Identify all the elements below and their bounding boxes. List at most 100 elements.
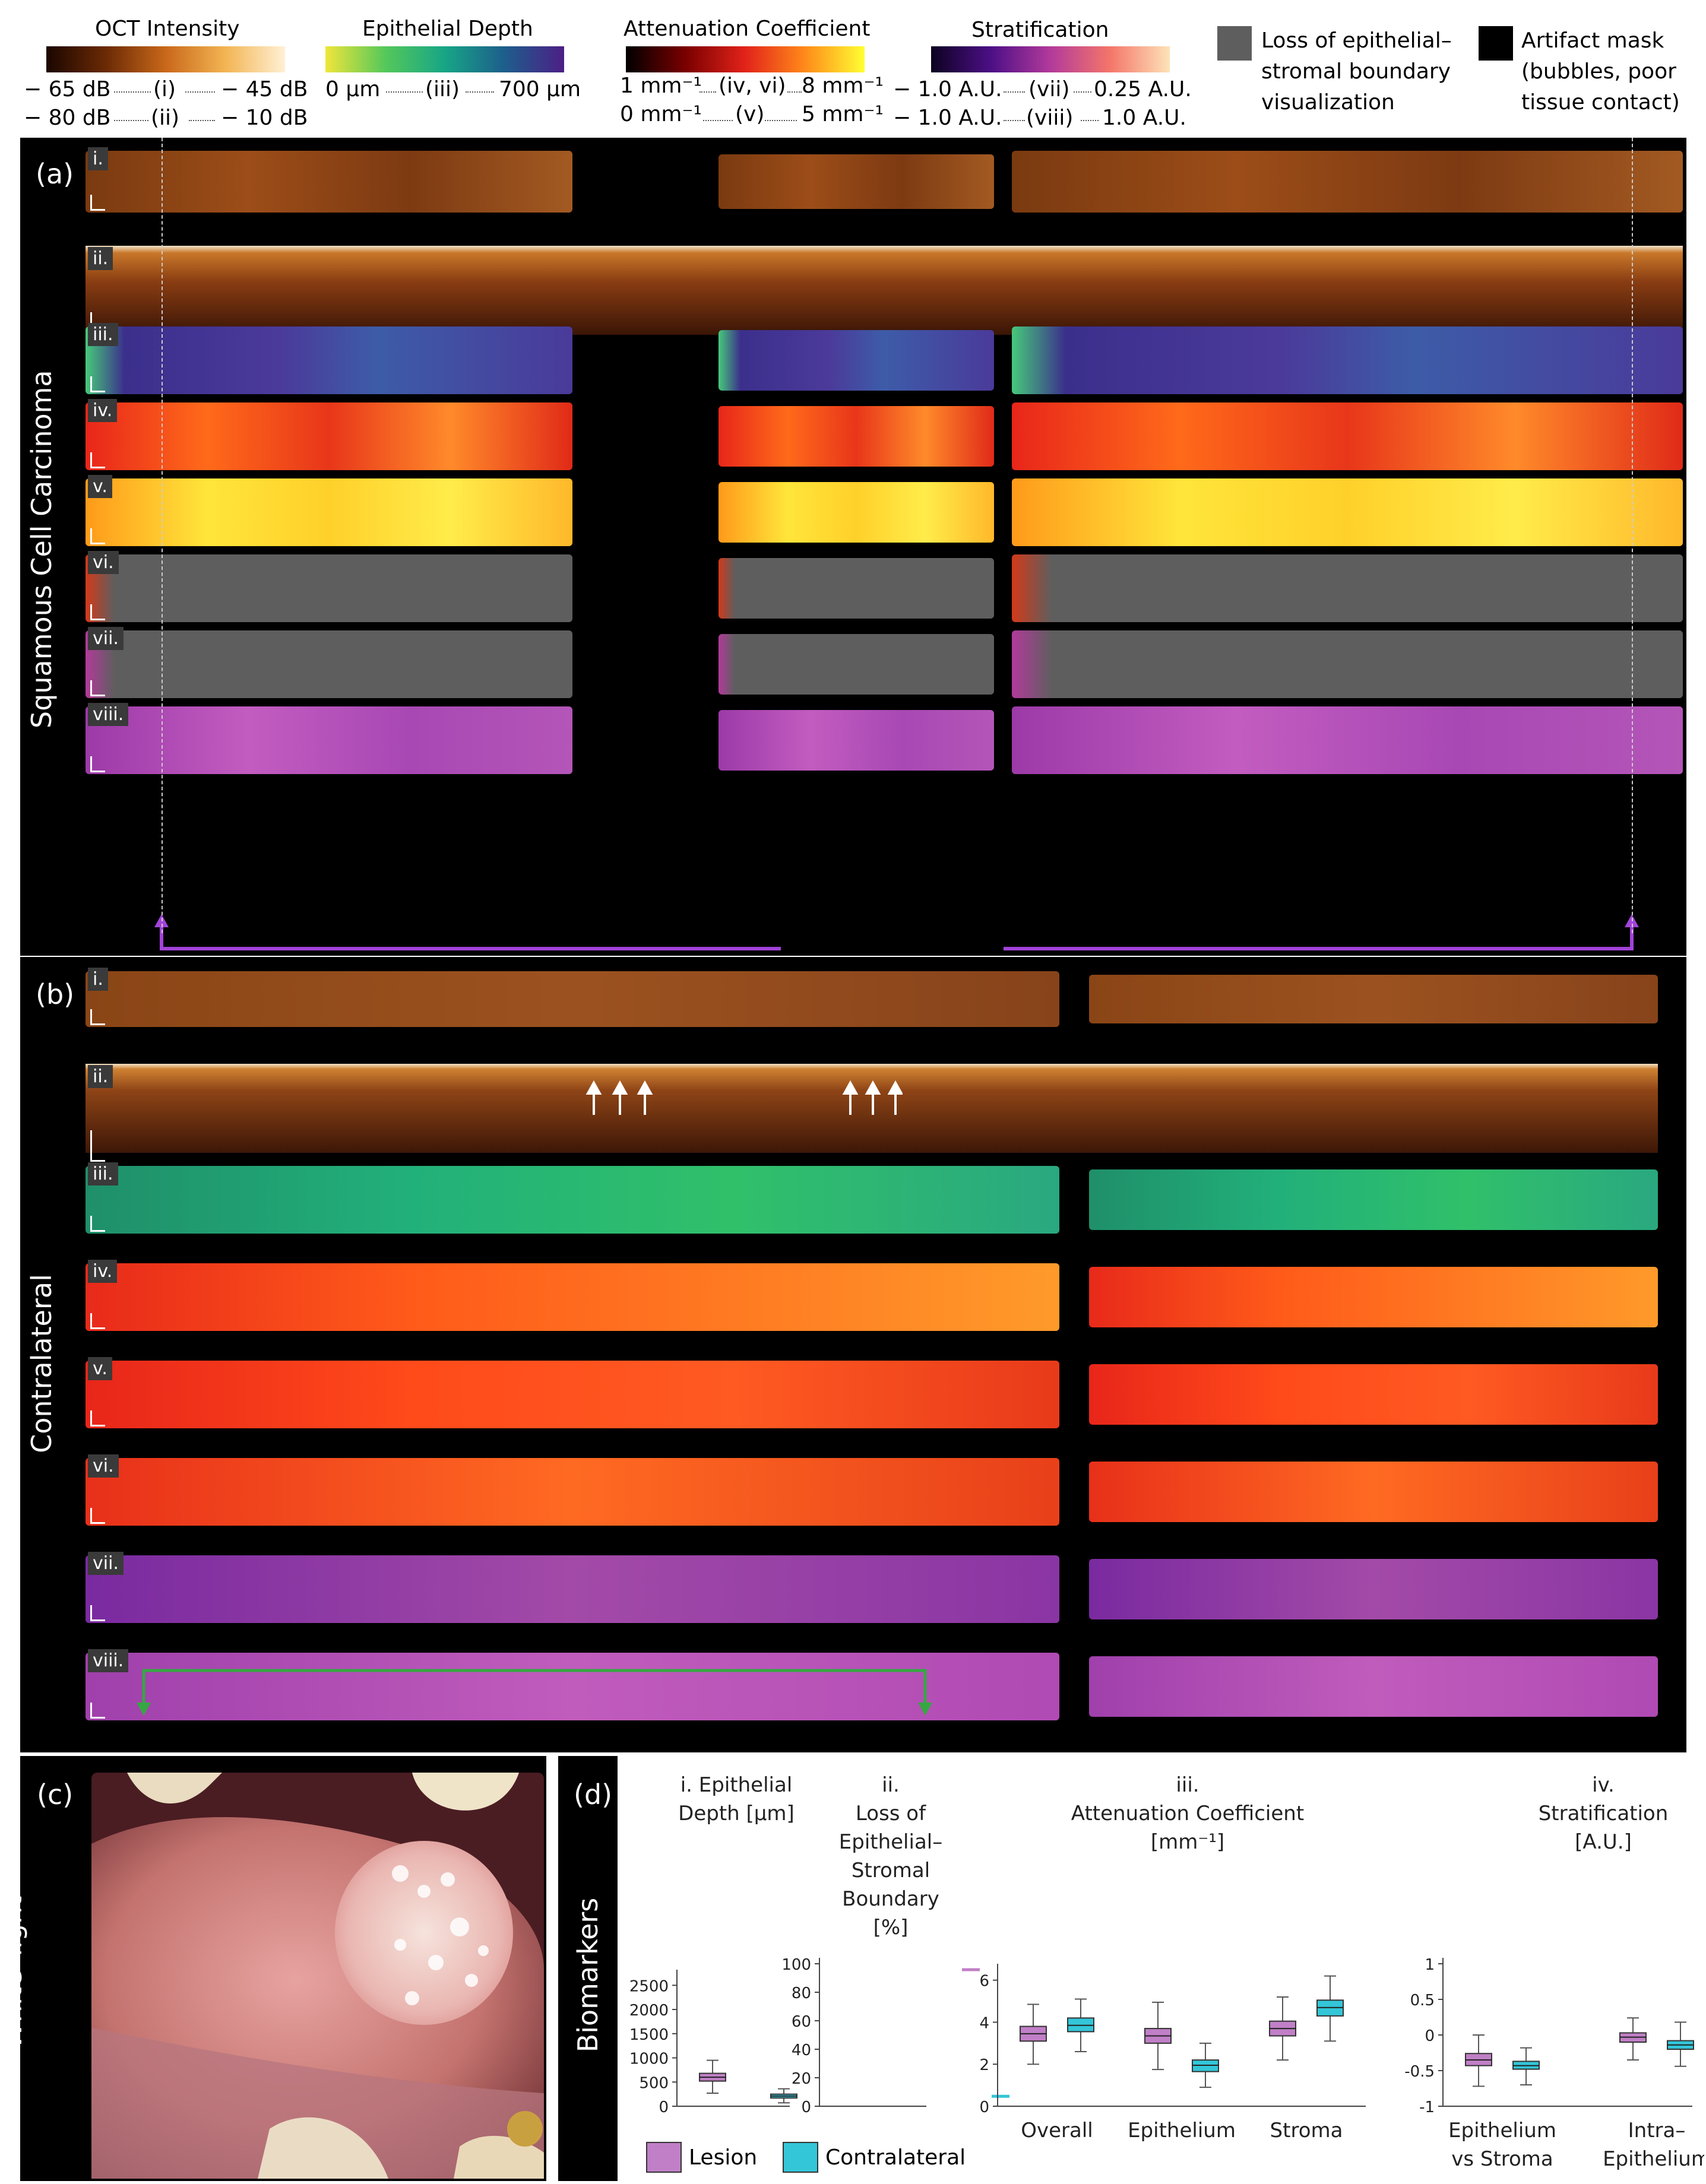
- tissue-segment: [86, 1555, 1059, 1623]
- strip-row-a-6: [86, 550, 1683, 627]
- tissue-segment: [719, 482, 994, 543]
- category-label: vs Stroma: [1451, 2147, 1553, 2171]
- scale-bar: [90, 1009, 105, 1025]
- category-label: Stroma: [1270, 2119, 1343, 2142]
- tissue-segment: [86, 151, 572, 213]
- panel-a-side-label: Squamous Cell Carcinoma: [26, 370, 58, 728]
- tissue-segment: [86, 554, 572, 622]
- att-colorbar: [626, 46, 865, 72]
- tissue-segment: [1012, 554, 1683, 622]
- att-r1-right: 8 mm⁻¹: [802, 74, 884, 98]
- strat-r1-mid: (vii): [1028, 77, 1070, 102]
- boundary-arrows: [585, 1080, 903, 1115]
- tissue-segment: [86, 478, 572, 546]
- row-label: iii.: [88, 1162, 118, 1185]
- loss-boundary-swatch: [1217, 26, 1252, 61]
- y-tick-label: 80: [792, 1985, 811, 2002]
- row-label: v.: [88, 475, 112, 498]
- tissue-segment: [1089, 1656, 1658, 1717]
- row-label: i.: [88, 147, 108, 170]
- att-r2-left: 0 mm⁻¹: [620, 102, 702, 126]
- chart-title-line: Stromal: [852, 1859, 930, 1882]
- chart-title-line: iii.: [1176, 1773, 1199, 1797]
- y-tick-label: 0: [659, 2099, 669, 2116]
- y-tick-label: 500: [639, 2074, 669, 2092]
- y-tick-label: 0.5: [1410, 1992, 1435, 2009]
- y-tick-label: 20: [792, 2070, 811, 2088]
- scale-bar: [90, 1605, 105, 1621]
- strip-row-b-7: [86, 1551, 1658, 1628]
- chart-title-line: Loss of: [856, 1802, 926, 1825]
- tissue-segment: [86, 630, 572, 698]
- chart-title-line: ii.: [882, 1773, 900, 1797]
- strip-row-a-7: [86, 626, 1683, 703]
- y-tick-label: 0: [979, 2099, 989, 2116]
- legend-contralateral-swatch: [783, 2142, 818, 2173]
- tissue-segment: [1089, 1169, 1658, 1230]
- strip-row-b-8: [86, 1648, 1658, 1725]
- legend-lesion-label: Lesion: [689, 2145, 758, 2170]
- scale-bar: [90, 604, 105, 620]
- scale-bar: [90, 680, 105, 696]
- strip-row-a-1: [86, 146, 1683, 217]
- strat-r1-left: − 1.0 A.U.: [893, 77, 1002, 102]
- chart-title-line: iv.: [1592, 1773, 1615, 1797]
- scale-bar: [90, 1130, 105, 1162]
- lesion-label: lesion: [867, 930, 930, 954]
- tissue-segment: [86, 971, 1059, 1027]
- artifact-mask-swatch: [1479, 26, 1513, 61]
- tissue-segment: [1012, 327, 1683, 394]
- panel-b-side-label: Contralateral: [26, 1274, 58, 1453]
- chart-title-line: Boundary: [842, 1887, 939, 1911]
- oct-r1-mid: (i): [153, 77, 176, 102]
- tissue-segment: [86, 327, 572, 394]
- oct-r1-right: − 45 dB: [221, 77, 308, 102]
- tissue-segment: [1012, 478, 1683, 546]
- lesion-right-guide: [1632, 138, 1633, 933]
- scale-bar: [90, 1216, 105, 1232]
- tissue-segment: [719, 634, 994, 695]
- lesion-left-guide: [162, 138, 163, 933]
- green-bracket: [137, 1669, 932, 1716]
- row-label: iv.: [88, 1260, 118, 1283]
- tissue-segment: [86, 402, 572, 470]
- tissue-segment: [86, 706, 572, 774]
- tissue-segment: [86, 1166, 1059, 1234]
- oct-cross-section: [86, 246, 1683, 335]
- tissue-segment: [1089, 1364, 1658, 1425]
- tissue-segment: [86, 1263, 1059, 1331]
- y-tick-label: 1: [1425, 1956, 1435, 1974]
- strip-row-a-3: [86, 322, 1683, 399]
- row-label: iii.: [88, 323, 118, 346]
- chart-title-line: [mm⁻¹]: [1151, 1830, 1224, 1854]
- y-tick-label: 40: [792, 2042, 811, 2059]
- strip-row-a-4: [86, 398, 1683, 475]
- legend-lesion-swatch: [646, 2142, 682, 2173]
- row-label: viii.: [88, 703, 129, 726]
- row-label: vi.: [88, 551, 119, 574]
- row-label: ii.: [88, 1065, 113, 1088]
- row-label: vi.: [88, 1454, 119, 1478]
- y-tick-label: -1: [1419, 2099, 1435, 2116]
- epi-legend-title: Epithelial Depth: [362, 17, 533, 41]
- att-r1-mid: (iv, vi): [719, 74, 786, 98]
- scale-bar: [90, 1703, 105, 1719]
- artifact-text-3: tissue contact): [1521, 90, 1680, 115]
- epi-right: 700 µm: [499, 77, 581, 102]
- artifact-text-1: Artifact mask: [1521, 28, 1664, 53]
- strat-r2-right: 1.0 A.U.: [1102, 106, 1186, 130]
- y-tick-label: 4: [979, 2014, 989, 2032]
- oct-r1-left: − 65 dB: [24, 77, 111, 102]
- strip-row-b-5: [86, 1356, 1658, 1433]
- y-tick-label: 60: [792, 2013, 811, 2031]
- category-label: Overall: [1021, 2119, 1093, 2142]
- panel-c-side-label: White–light: [0, 1895, 28, 2050]
- strip-row-b-6: [86, 1453, 1658, 1530]
- scale-bar: [90, 756, 105, 772]
- legend-contralateral-label: Contralateral: [825, 2145, 966, 2170]
- tissue-segment: [86, 1653, 1059, 1720]
- tissue-segment: [1089, 975, 1658, 1023]
- scale-bar: [90, 1508, 105, 1524]
- strat-colorbar: [931, 46, 1170, 72]
- loss-text-3: visualization: [1261, 90, 1395, 115]
